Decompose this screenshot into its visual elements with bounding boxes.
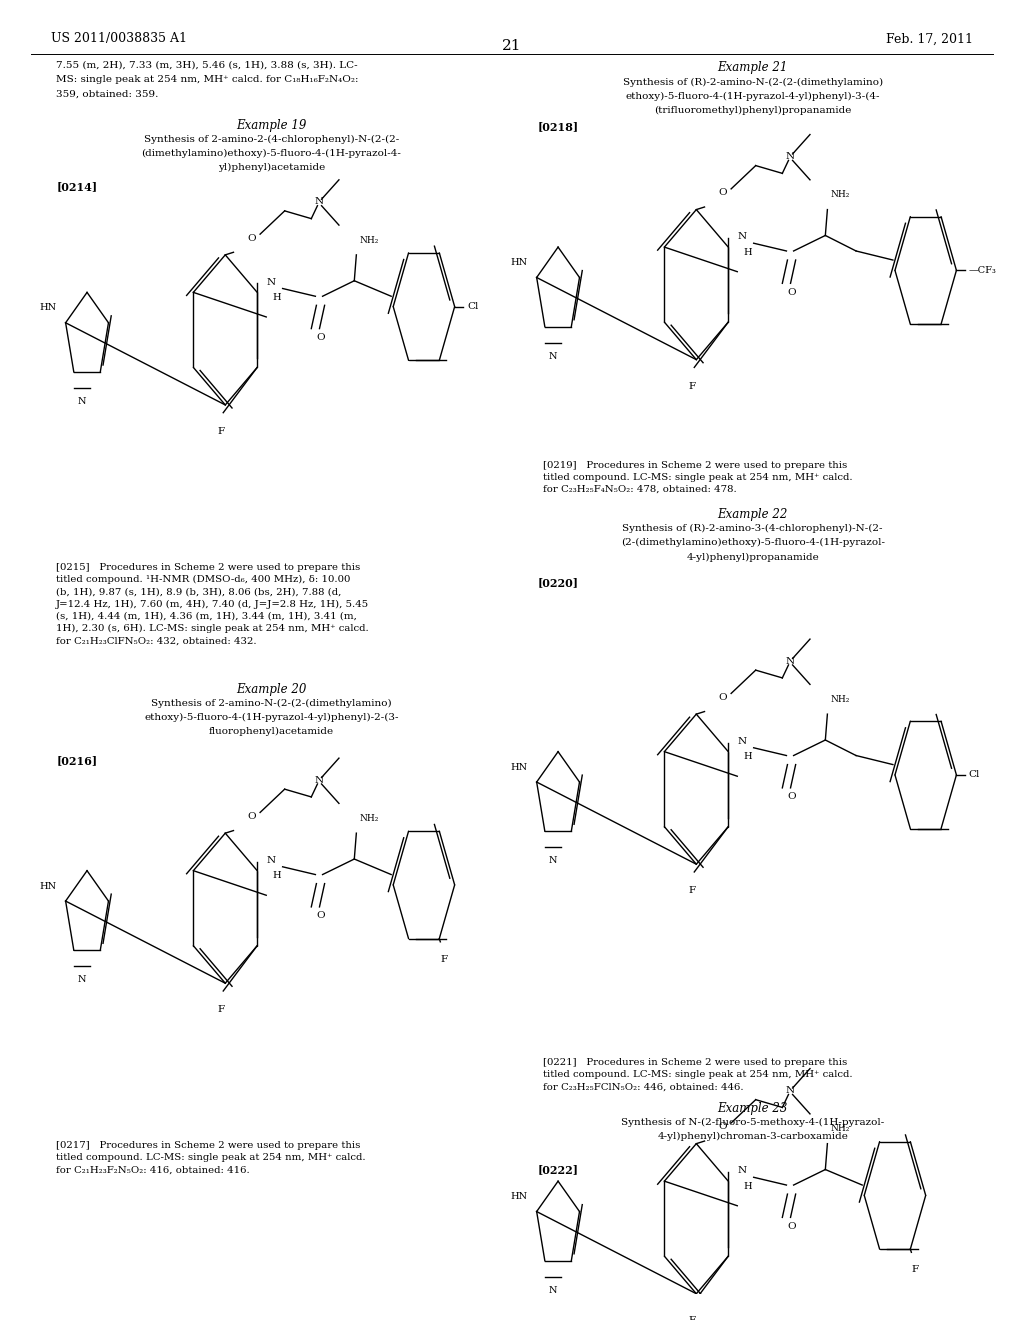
- Text: [0217]   Procedures in Scheme 2 were used to prepare this
titled compound. LC-MS: [0217] Procedures in Scheme 2 were used …: [56, 1140, 366, 1175]
- Text: NH₂: NH₂: [830, 1125, 850, 1134]
- Text: NH₂: NH₂: [830, 190, 850, 199]
- Text: Example 21: Example 21: [718, 61, 787, 74]
- Text: Cl: Cl: [467, 302, 478, 312]
- Text: N: N: [738, 1167, 746, 1175]
- Text: H: H: [743, 248, 752, 257]
- Text: O: O: [719, 693, 727, 702]
- Text: HN: HN: [39, 882, 56, 891]
- Text: ethoxy)-5-fluoro-4-(1H-pyrazol-4-yl)phenyl)-2-(3-: ethoxy)-5-fluoro-4-(1H-pyrazol-4-yl)phen…: [144, 713, 398, 722]
- Text: Synthesis of N-(2-fluoro-5-methoxy-4-(1H-pyrazol-: Synthesis of N-(2-fluoro-5-methoxy-4-(1H…: [621, 1118, 885, 1127]
- Text: (2-(dimethylamino)ethoxy)-5-fluoro-4-(1H-pyrazol-: (2-(dimethylamino)ethoxy)-5-fluoro-4-(1H…: [621, 539, 885, 548]
- Text: N: N: [738, 232, 746, 242]
- Text: O: O: [316, 333, 325, 342]
- Text: F: F: [218, 426, 224, 436]
- Text: N: N: [549, 857, 557, 866]
- Text: Synthesis of (R)-2-amino-N-(2-(2-(dimethylamino): Synthesis of (R)-2-amino-N-(2-(2-(dimeth…: [623, 78, 883, 87]
- Text: HN: HN: [510, 259, 527, 267]
- Text: N: N: [786, 152, 795, 161]
- Text: Example 19: Example 19: [237, 119, 306, 132]
- Text: ethoxy)-5-fluoro-4-(1H-pyrazol-4-yl)phenyl)-3-(4-: ethoxy)-5-fluoro-4-(1H-pyrazol-4-yl)phen…: [626, 92, 880, 100]
- Text: O: O: [316, 911, 325, 920]
- Text: N: N: [78, 975, 86, 985]
- Text: 21: 21: [502, 38, 522, 53]
- Text: NH₂: NH₂: [359, 814, 379, 822]
- Text: HN: HN: [510, 763, 527, 772]
- Text: F: F: [689, 1316, 695, 1320]
- Text: F: F: [912, 1266, 919, 1274]
- Text: N: N: [786, 656, 795, 665]
- Text: yl)phenyl)acetamide: yl)phenyl)acetamide: [218, 162, 325, 172]
- Text: NH₂: NH₂: [830, 694, 850, 704]
- Text: H: H: [743, 1181, 752, 1191]
- Text: Synthesis of 2-amino-N-(2-(2-(dimethylamino): Synthesis of 2-amino-N-(2-(2-(dimethylam…: [152, 698, 391, 708]
- Text: N: N: [267, 277, 275, 286]
- Text: HN: HN: [39, 304, 56, 313]
- Text: Synthesis of (R)-2-amino-3-(4-chlorophenyl)-N-(2-: Synthesis of (R)-2-amino-3-(4-chlorophen…: [623, 524, 883, 533]
- Text: —CF₃: —CF₃: [969, 265, 996, 275]
- Text: O: O: [248, 234, 256, 243]
- Text: N: N: [78, 397, 86, 407]
- Text: O: O: [248, 812, 256, 821]
- Text: H: H: [272, 293, 281, 302]
- Text: 4-yl)phenyl)propanamide: 4-yl)phenyl)propanamide: [686, 552, 819, 561]
- Text: H: H: [272, 871, 281, 880]
- Text: N: N: [549, 352, 557, 360]
- Text: N: N: [786, 1086, 795, 1096]
- Text: [0222]: [0222]: [538, 1164, 579, 1175]
- Text: NH₂: NH₂: [359, 235, 379, 244]
- Text: [0214]: [0214]: [56, 181, 97, 193]
- Text: N: N: [315, 776, 324, 784]
- Text: N: N: [267, 855, 275, 865]
- Text: 7.55 (m, 2H), 7.33 (m, 3H), 5.46 (s, 1H), 3.88 (s, 3H). LC-: 7.55 (m, 2H), 7.33 (m, 3H), 5.46 (s, 1H)…: [56, 61, 358, 70]
- Text: [0219]   Procedures in Scheme 2 were used to prepare this
titled compound. LC-MS: [0219] Procedures in Scheme 2 were used …: [543, 461, 852, 494]
- Text: [0215]   Procedures in Scheme 2 were used to prepare this
titled compound. ¹H-NM: [0215] Procedures in Scheme 2 were used …: [56, 562, 370, 645]
- Text: O: O: [787, 792, 796, 801]
- Text: Feb. 17, 2011: Feb. 17, 2011: [886, 33, 973, 45]
- Text: H: H: [743, 752, 752, 762]
- Text: Example 22: Example 22: [718, 508, 787, 521]
- Text: N: N: [549, 1286, 557, 1295]
- Text: F: F: [689, 886, 695, 895]
- Text: (trifluoromethyl)phenyl)propanamide: (trifluoromethyl)phenyl)propanamide: [654, 106, 851, 115]
- Text: 359, obtained: 359.: 359, obtained: 359.: [56, 90, 159, 98]
- Text: Synthesis of 2-amino-2-(4-chlorophenyl)-N-(2-(2-: Synthesis of 2-amino-2-(4-chlorophenyl)-…: [143, 135, 399, 144]
- Text: [0221]   Procedures in Scheme 2 were used to prepare this
titled compound. LC-MS: [0221] Procedures in Scheme 2 were used …: [543, 1059, 852, 1092]
- Text: F: F: [218, 1006, 224, 1014]
- Text: MS: single peak at 254 nm, MH⁺ calcd. for C₁₈H₁₆F₂N₄O₂:: MS: single peak at 254 nm, MH⁺ calcd. fo…: [56, 75, 358, 84]
- Text: 4-yl)phenyl)chroman-3-carboxamide: 4-yl)phenyl)chroman-3-carboxamide: [657, 1133, 848, 1140]
- Text: [0218]: [0218]: [538, 121, 579, 132]
- Text: Example 20: Example 20: [237, 682, 306, 696]
- Text: (dimethylamino)ethoxy)-5-fluoro-4-(1H-pyrazol-4-: (dimethylamino)ethoxy)-5-fluoro-4-(1H-py…: [141, 149, 401, 158]
- Text: O: O: [719, 1122, 727, 1131]
- Text: O: O: [719, 189, 727, 197]
- Text: [0220]: [0220]: [538, 577, 579, 587]
- Text: Cl: Cl: [969, 771, 980, 779]
- Text: Example 23: Example 23: [718, 1102, 787, 1115]
- Text: O: O: [787, 1222, 796, 1232]
- Text: O: O: [787, 288, 796, 297]
- Text: fluorophenyl)acetamide: fluorophenyl)acetamide: [209, 727, 334, 737]
- Text: F: F: [689, 381, 695, 391]
- Text: HN: HN: [510, 1192, 527, 1201]
- Text: [0216]: [0216]: [56, 755, 97, 767]
- Text: N: N: [738, 737, 746, 746]
- Text: US 2011/0038835 A1: US 2011/0038835 A1: [51, 33, 187, 45]
- Text: F: F: [441, 954, 447, 964]
- Text: N: N: [315, 197, 324, 206]
